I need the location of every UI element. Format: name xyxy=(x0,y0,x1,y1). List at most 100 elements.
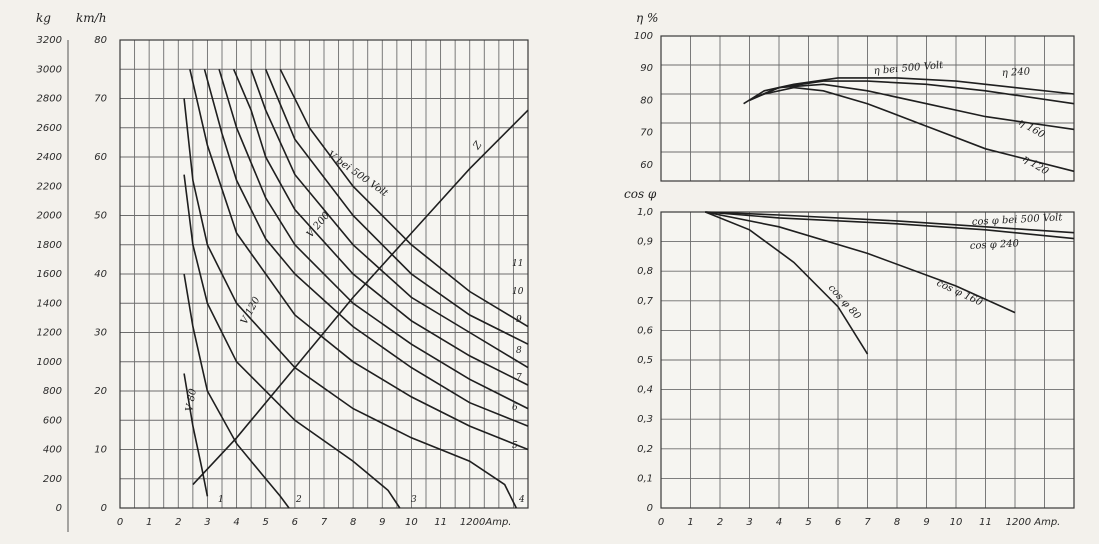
efficiency-axis-label: η % xyxy=(636,11,658,25)
left-series-curve-10 xyxy=(264,68,529,345)
power-factor-x-tick-label: 8 xyxy=(894,517,900,528)
notch-3: 3 xyxy=(411,495,417,505)
left-x-tick-label: 1 xyxy=(146,517,152,528)
left-series-curve-9 xyxy=(250,69,529,369)
left-x-tick-label: 9 xyxy=(379,517,385,528)
power-factor-x-tick-label: 6 xyxy=(835,517,841,528)
label-cos-240: cos φ 240 xyxy=(970,238,1020,252)
kg-tick-label: 400 xyxy=(43,445,62,456)
power-factor-axis-label: cos φ xyxy=(624,187,657,201)
kg-tick-label: 800 xyxy=(43,386,62,397)
left-x-tick-label: 11 xyxy=(434,517,447,528)
kmh-tick-label: 70 xyxy=(94,94,107,105)
power-factor-tick-label: 0,5 xyxy=(637,355,653,366)
efficiency-series-bei-500-volt xyxy=(743,77,1075,105)
efficiency-chart-frame xyxy=(660,35,1075,182)
left-series-v-bei-500-volt xyxy=(279,68,529,328)
kmh-tick-label: 10 xyxy=(94,445,107,456)
power-factor-chart-frame xyxy=(660,211,1075,509)
left-series-curve-6 xyxy=(203,69,529,427)
power-factor-chart: cos φ 0 0,1 0,2 0,3 0,4 0,5 0,6 0,7 0,8 0,9 1,0 0 1… xyxy=(624,187,1075,528)
left-x-tick-label: 3 xyxy=(204,517,210,528)
notch-7: 7 xyxy=(516,373,522,383)
kmh-tick-label: 80 xyxy=(94,35,107,46)
kg-tick-label: 1600 xyxy=(37,269,62,280)
left-series-v-80 xyxy=(183,373,209,497)
power-factor-series-cos-160 xyxy=(705,211,1016,314)
label-eta-240: η 240 xyxy=(1002,66,1031,78)
left-series-v-120 xyxy=(183,273,290,509)
kg-tick-label: 3200 xyxy=(37,35,62,46)
power-factor-x-axis-ticks: 0 1 2 3 4 5 6 7 8 9 10 11 1200 Amp. xyxy=(658,517,1061,528)
power-factor-x-tick-label: 1200 Amp. xyxy=(1006,517,1061,528)
left-x-tick-label: 4 xyxy=(233,517,239,528)
kmh-tick-label: 0 xyxy=(101,503,107,514)
power-factor-x-tick-label: 1 xyxy=(687,517,693,528)
notch-4: 4 xyxy=(518,495,525,505)
efficiency-tick-label: 90 xyxy=(640,63,653,74)
notch-numbers: 1 2 3 4 5 6 7 8 9 10 11 xyxy=(218,259,525,505)
kmh-tick-label: 30 xyxy=(94,328,107,339)
left-x-axis-ticks: 0 1 2 3 4 5 6 7 8 9 10 11 1200Amp. xyxy=(117,517,512,528)
kg-tick-label: 2400 xyxy=(37,152,62,163)
left-chart-frame xyxy=(119,39,529,509)
left-x-tick-label: 6 xyxy=(292,517,298,528)
efficiency-series-160 xyxy=(755,83,1075,131)
power-factor-tick-label: 0,2 xyxy=(637,444,653,455)
left-series-curve-4 xyxy=(183,98,518,509)
kg-axis-ticks: 0 200 400 600 800 1000 1200 1400 1600 1800 2000 220… xyxy=(37,35,62,514)
power-factor-series-cos-bei-500-volt xyxy=(705,211,1075,234)
power-factor-x-tick-label: 0 xyxy=(658,517,664,528)
power-factor-x-tick-label: 3 xyxy=(746,517,752,528)
kg-tick-label: 2000 xyxy=(37,211,62,222)
power-factor-x-tick-label: 5 xyxy=(805,517,811,528)
power-factor-x-tick-label: 9 xyxy=(923,517,929,528)
kg-tick-label: 0 xyxy=(56,503,62,514)
power-factor-x-tick-label: 7 xyxy=(864,517,871,528)
power-factor-series-cos-240 xyxy=(705,211,1075,240)
power-factor-tick-label: 0,7 xyxy=(637,296,654,307)
kg-tick-label: 1000 xyxy=(37,357,62,368)
power-factor-tick-label: 0,4 xyxy=(637,385,653,396)
label-cos-500: cos φ bei 500 Volt xyxy=(972,212,1064,228)
power-factor-tick-label: 1,0 xyxy=(637,207,653,218)
notch-1: 1 xyxy=(218,495,224,505)
kg-tick-label: 1200 xyxy=(37,328,62,339)
notch-10: 10 xyxy=(512,287,524,297)
left-x-tick-label: 10 xyxy=(405,517,418,528)
efficiency-axis-ticks: 60 70 80 90 100 xyxy=(634,31,653,171)
efficiency-series-120 xyxy=(764,86,1075,173)
efficiency-tick-label: 60 xyxy=(640,160,653,171)
kg-tick-label: 200 xyxy=(43,474,62,485)
kmh-tick-label: 20 xyxy=(94,386,107,397)
kg-tick-label: 3000 xyxy=(37,64,62,75)
left-x-tick-label: 0 xyxy=(117,517,123,528)
kg-tick-label: 2600 xyxy=(37,123,62,134)
power-factor-curves xyxy=(705,211,1075,355)
notch-8: 8 xyxy=(516,346,522,356)
left-x-tick-label: 8 xyxy=(350,517,356,528)
left-series-curve-5 xyxy=(189,69,529,451)
power-factor-tick-label: 0,1 xyxy=(637,473,653,484)
efficiency-tick-label: 80 xyxy=(640,95,653,106)
notch-9: 9 xyxy=(516,315,522,325)
kg-tick-label: 1800 xyxy=(37,240,62,251)
efficiency-curves xyxy=(743,77,1075,173)
efficiency-tick-label: 70 xyxy=(640,128,653,139)
power-factor-x-tick-label: 10 xyxy=(950,517,963,528)
power-factor-x-tick-label: 4 xyxy=(776,517,782,528)
left-x-tick-label: 1200Amp. xyxy=(460,517,512,528)
power-factor-tick-label: 0,6 xyxy=(637,325,653,336)
kg-tick-label: 1400 xyxy=(37,298,62,309)
power-factor-tick-label: 0,3 xyxy=(637,414,653,425)
left-series-z xyxy=(192,109,529,486)
power-factor-tick-label: 0,9 xyxy=(637,237,653,248)
power-factor-x-tick-label: 2 xyxy=(717,517,723,528)
kg-tick-label: 2200 xyxy=(37,181,62,192)
left-x-tick-label: 7 xyxy=(321,517,328,528)
notch-5: 5 xyxy=(512,441,518,451)
label-v80: V 80 xyxy=(184,387,199,412)
notch-2: 2 xyxy=(295,495,302,505)
